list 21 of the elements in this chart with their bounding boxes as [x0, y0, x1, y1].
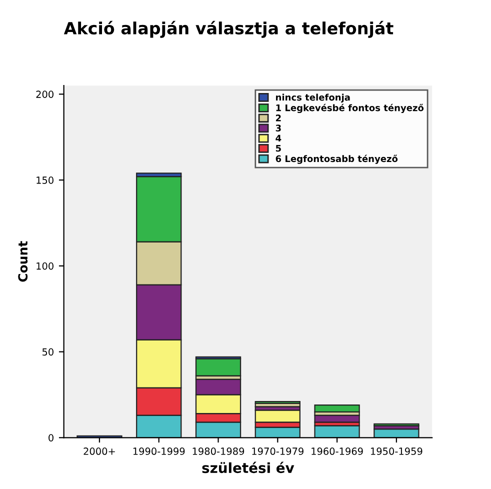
x-tick-label: 1980-1989	[192, 448, 244, 455]
legend-label: 6 Legfontosabb tényező	[276, 154, 398, 164]
y-axis-title: Count	[18, 241, 28, 282]
y-tick-label: 100	[36, 262, 54, 270]
x-tick-label: 1950-1959	[371, 448, 422, 455]
legend-label: 1 Legkevésbé fontos tényező	[276, 104, 424, 114]
x-axis-title: születési év	[202, 462, 294, 474]
legend-label: 2	[276, 114, 281, 122]
x-tick-label: 2000+	[84, 448, 115, 455]
legend-label: nincs telefonja	[276, 94, 350, 103]
y-tick-label: 50	[42, 348, 54, 356]
y-tick-label: 150	[36, 176, 54, 184]
x-tick-label: 1970-1979	[252, 448, 304, 455]
legend-label: 4	[276, 134, 282, 142]
x-tick-label: 1960-1969	[312, 448, 363, 455]
legend-label: 3	[276, 124, 281, 132]
x-tick-label: 1990-1999	[133, 448, 185, 455]
chart-title: Akció alapján választja a telefonját	[64, 20, 394, 38]
legend-label: 5	[276, 144, 281, 152]
y-tick-label: 0	[48, 434, 54, 442]
y-tick-label: 200	[36, 90, 54, 98]
